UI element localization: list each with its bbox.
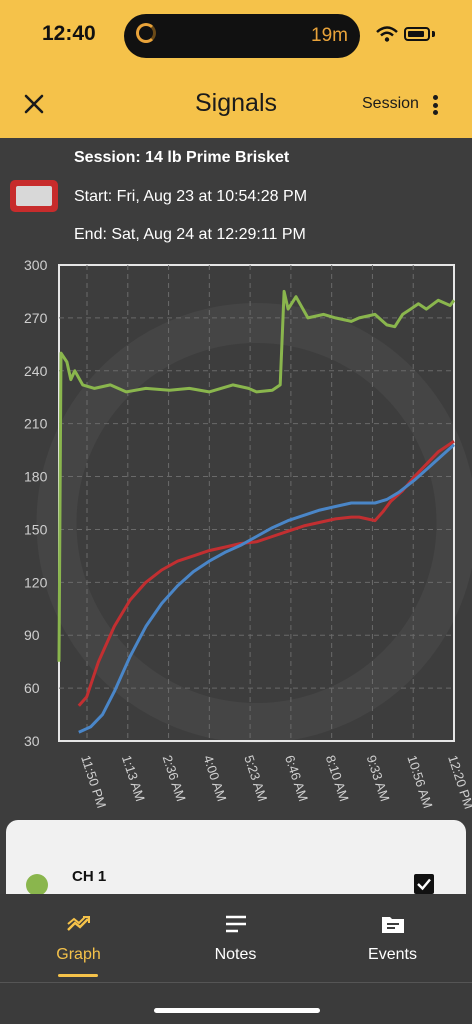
x-tick-label: 12:20 PM (445, 753, 472, 811)
session-menu-button[interactable]: Session (362, 95, 419, 112)
x-tick-label: 11:50 PM (78, 753, 109, 810)
x-tick-label: 9:33 AM (364, 753, 393, 803)
y-tick-label: 120 (24, 574, 48, 590)
x-tick-label: 2:36 AM (160, 753, 189, 803)
blue-series-line (78, 443, 455, 734)
tab-events-label: Events (368, 946, 417, 963)
battery-tip (432, 31, 435, 37)
session-start: Start: Fri, Aug 23 at 10:54:28 PM (74, 188, 308, 205)
y-tick-label: 150 (24, 521, 48, 537)
watermark-logo (36, 303, 472, 743)
timer-ring-icon (136, 23, 156, 43)
red-series-line (77, 440, 455, 707)
tab-events[interactable]: Events (314, 894, 471, 994)
graph-icon (67, 916, 90, 931)
y-tick-label: 300 (24, 257, 48, 273)
status-bar: 12:40 19m (0, 0, 472, 70)
bottom-divider (0, 982, 472, 983)
wifi-icon (376, 26, 398, 42)
y-tick-label: 270 (24, 310, 48, 326)
tab-active-indicator (58, 974, 98, 977)
island-timer: 19m (311, 25, 348, 46)
tab-bar: Graph Notes Events (0, 894, 472, 1024)
more-vert-icon[interactable] (432, 94, 440, 116)
home-indicator[interactable] (154, 1008, 320, 1013)
channel-visible-checkbox[interactable] (414, 874, 434, 894)
page-title: Signals (195, 89, 277, 117)
session-end: End: Sat, Aug 24 at 12:29:11 PM (74, 226, 306, 243)
channel-color-dot (26, 874, 48, 896)
tab-graph-label: Graph (56, 946, 101, 963)
tab-notes-label: Notes (214, 946, 257, 963)
x-tick-label: 1:13 AM (119, 753, 148, 803)
y-tick-label: 60 (24, 680, 40, 696)
battery-icon (404, 27, 430, 41)
y-tick-label: 180 (24, 469, 48, 485)
dynamic-island[interactable]: 19m (124, 14, 360, 58)
app-header: Signals Session (0, 70, 472, 138)
x-tick-label: 10:56 AM (404, 753, 435, 810)
temperature-chart[interactable]: 300 270 240 210 180 150 120 90 60 30 11:50 PM 1:13 … (0, 250, 472, 830)
green-series-line (57, 289, 456, 662)
y-tick-label: 240 (24, 363, 48, 379)
channel-label: CH 1 (72, 868, 107, 885)
close-icon[interactable] (22, 92, 46, 116)
x-tick-label: 6:46 AM (282, 753, 311, 803)
notes-icon (226, 915, 246, 933)
x-tick-label: 4:00 AM (200, 753, 229, 803)
thermometer-device-icon (10, 180, 58, 212)
session-name: Session: 14 lb Prime Brisket (74, 149, 290, 166)
y-tick-label: 30 (24, 733, 40, 749)
y-tick-label: 90 (24, 627, 40, 643)
y-tick-label: 210 (24, 416, 48, 432)
x-tick-label: 8:10 AM (323, 753, 352, 803)
status-time: 12:40 (42, 22, 96, 45)
tab-notes[interactable]: Notes (157, 894, 314, 994)
x-tick-label: 5:23 AM (241, 753, 270, 803)
events-icon (382, 917, 404, 933)
tab-graph[interactable]: Graph (0, 894, 157, 994)
